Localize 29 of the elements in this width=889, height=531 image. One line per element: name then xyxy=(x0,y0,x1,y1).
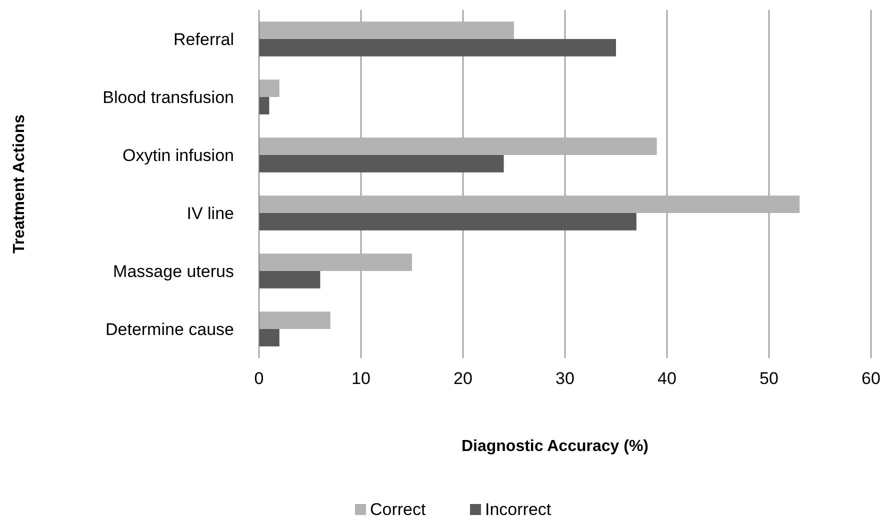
bar xyxy=(259,196,800,213)
bar xyxy=(259,254,412,271)
y-tick-label: Massage uterus xyxy=(113,262,234,281)
x-tick-label: 10 xyxy=(352,369,370,388)
x-tick-label: 30 xyxy=(556,369,574,388)
bar xyxy=(259,138,657,155)
bar xyxy=(259,22,514,39)
bar xyxy=(259,329,280,346)
y-tick-label: Oxytin infusion xyxy=(122,146,234,165)
bar xyxy=(259,213,636,230)
x-tick-label: 50 xyxy=(760,369,778,388)
bar xyxy=(259,271,320,288)
bar xyxy=(259,312,330,329)
y-tick-label: Determine cause xyxy=(105,320,234,339)
y-axis-title: Treatment Actions xyxy=(11,114,28,254)
legend-label: Correct xyxy=(370,500,426,519)
x-tick-label: 20 xyxy=(454,369,472,388)
x-tick-label: 60 xyxy=(862,369,880,388)
legend-label: Incorrect xyxy=(485,500,552,519)
x-tick-label: 0 xyxy=(254,369,264,388)
bar xyxy=(259,97,270,114)
x-tick-label: 40 xyxy=(658,369,676,388)
bar xyxy=(259,80,280,97)
x-axis-title: Diagnostic Accuracy (%) xyxy=(461,438,649,455)
bar xyxy=(259,155,504,172)
y-tick-label: Blood transfusion xyxy=(102,88,234,107)
y-tick-label: IV line xyxy=(186,204,234,223)
bar xyxy=(259,39,616,56)
y-tick-label: Referral xyxy=(174,30,234,49)
